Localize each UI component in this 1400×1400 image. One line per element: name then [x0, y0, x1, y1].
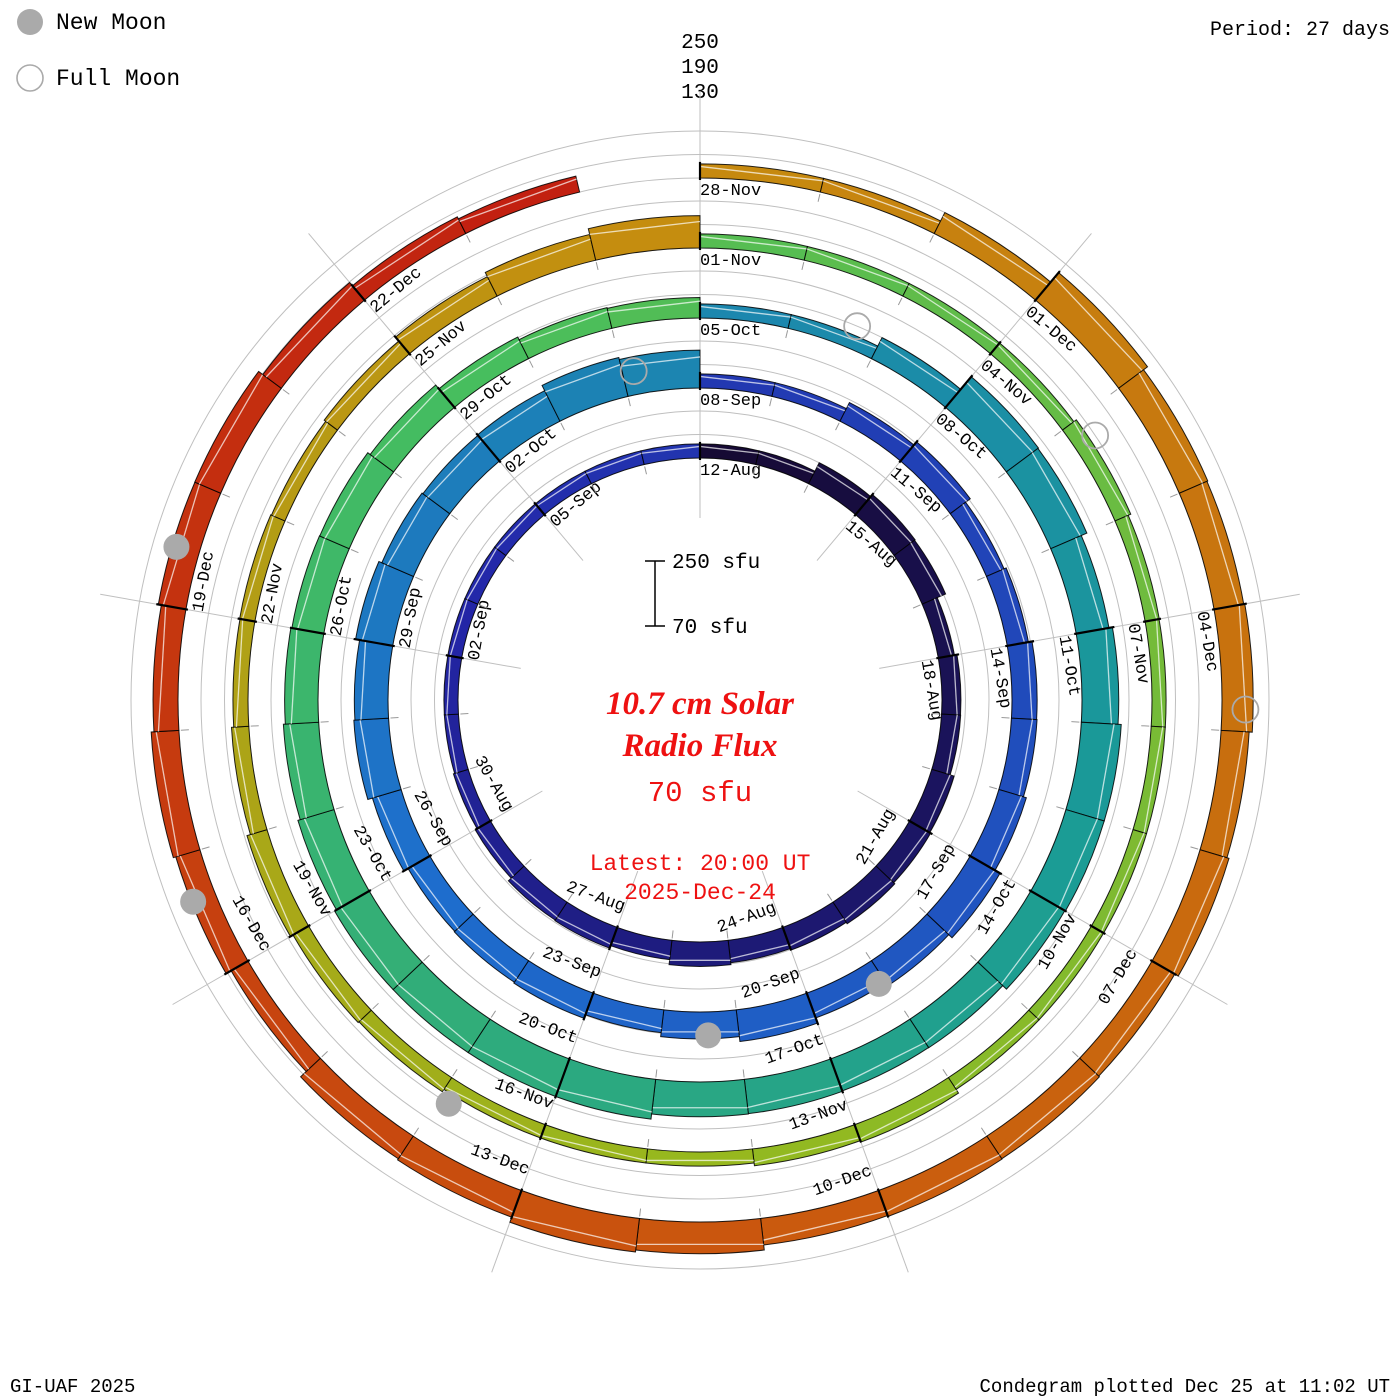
svg-text:GI-UAF 2025: GI-UAF 2025: [10, 1376, 135, 1398]
svg-text:2025-Dec-24: 2025-Dec-24: [624, 880, 776, 906]
svg-text:28-Nov: 28-Nov: [700, 182, 761, 201]
svg-text:Condegram plotted Dec 25 at 11: Condegram plotted Dec 25 at 11:02 UT: [980, 1376, 1390, 1398]
svg-text:70 sfu: 70 sfu: [648, 777, 752, 810]
svg-text:250: 250: [681, 32, 719, 55]
svg-text:Full Moon: Full Moon: [56, 66, 180, 92]
svg-text:Radio Flux: Radio Flux: [622, 728, 778, 764]
svg-text:Period: 27 days: Period: 27 days: [1210, 19, 1390, 42]
svg-text:10.7 cm Solar: 10.7 cm Solar: [606, 686, 795, 722]
svg-text:12-Aug: 12-Aug: [700, 462, 761, 481]
svg-text:70 sfu: 70 sfu: [672, 617, 748, 640]
svg-text:190: 190: [681, 57, 719, 80]
svg-text:08-Sep: 08-Sep: [700, 392, 761, 411]
svg-text:05-Oct: 05-Oct: [700, 322, 761, 341]
svg-text:New Moon: New Moon: [56, 10, 166, 36]
svg-text:250 sfu: 250 sfu: [672, 552, 760, 575]
svg-text:Latest: 20:00 UT: Latest: 20:00 UT: [590, 851, 811, 877]
svg-text:01-Nov: 01-Nov: [700, 252, 761, 271]
